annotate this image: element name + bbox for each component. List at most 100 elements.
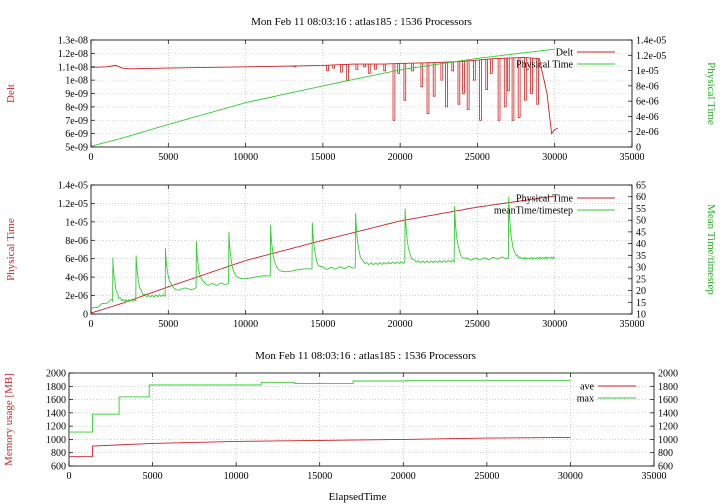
chart1-series-delt-dip <box>497 58 501 121</box>
chart1-series-delt-dip <box>383 64 387 72</box>
chart2-y-tick-label: 0 <box>83 310 88 321</box>
chart2-y2-tick-label: 60 <box>636 192 646 203</box>
chart3-series-ave <box>69 436 571 458</box>
chart3-y-tick-label: 800 <box>51 448 66 459</box>
chart3-plot-frame <box>68 372 655 467</box>
chart1-y2-tick-label: 1.4e-05 <box>636 36 666 47</box>
chart1-y2-tick-label: 1e-05 <box>636 66 659 77</box>
chart1-y2-axis-label: Physical Time <box>705 62 717 125</box>
chart2-y-tick-label: 1e-05 <box>65 217 88 228</box>
chart1-x-tick-label: 35000 <box>620 152 645 163</box>
chart2-y-tick-label: 2e-06 <box>65 291 88 302</box>
chart1-series-delt-dip <box>326 65 329 72</box>
chart2-y2-tick-label: 15 <box>636 298 646 309</box>
chart1-series-delt-dip <box>355 64 359 70</box>
chart2-y2-tick-label: 40 <box>636 239 646 250</box>
chart1-y2-tick-label: 8e-06 <box>636 81 659 92</box>
chart1-y-tick-label: 8e-09 <box>65 102 88 113</box>
chart3-y2-tick-label: 1200 <box>658 422 678 433</box>
chart2-y2-axis-label: Mean Time/timestep <box>705 204 717 295</box>
chart1-x-tick-label: 10000 <box>233 152 258 163</box>
chart1-series-delt-dip <box>462 61 465 94</box>
chart1-series-delt-dip <box>363 64 366 68</box>
chart2-plot-frame <box>90 184 633 315</box>
chart3-series-max <box>69 379 571 433</box>
chart1-y2-tick-label: 6e-06 <box>636 97 659 108</box>
chart3-y2-tick-label: 800 <box>658 448 673 459</box>
chart2-legend-label-1: meanTime/timestep <box>494 206 573 217</box>
chart3-x-axis-label: ElapsedTime <box>329 491 387 503</box>
chart2-x-tick-label: 5000 <box>158 319 178 330</box>
chart1-series-delt-dip <box>466 60 470 110</box>
chart3-x-tick-label: 25000 <box>474 471 499 482</box>
chart1-series-delt-dip <box>530 58 533 94</box>
chart3-y-tick-label: 2000 <box>46 369 66 380</box>
chart1-series-delt-dip <box>432 62 436 97</box>
chart3-title: Mon Feb 11 08:03:16 : atlas185 : 1536 Pr… <box>255 350 476 362</box>
chart1-y-tick-label: 9e-09 <box>65 89 88 100</box>
chart1-y-tick-label: 5e-09 <box>65 143 88 154</box>
chart1-series-delt-dip <box>332 64 336 69</box>
chart2-y-tick-label: 1.2e-05 <box>58 199 88 210</box>
chart1-series-delt-dip <box>472 60 476 81</box>
chart1-y-tick-label: 1e-08 <box>65 76 88 87</box>
chart2-x-tick-label: 10000 <box>233 319 258 330</box>
chart1-series-delt-dip <box>403 63 407 101</box>
chart3-y-tick-label: 1200 <box>46 422 66 433</box>
chart2-x-tick-label: 20000 <box>388 319 413 330</box>
chart3-x-tick-label: 20000 <box>391 471 416 482</box>
chart3-x-tick-label: 5000 <box>143 471 163 482</box>
chart3-y-tick-label: 1800 <box>46 382 66 393</box>
chart2-series-physical-time <box>91 195 555 314</box>
chart1-y-tick-label: 6e-09 <box>65 129 88 140</box>
chart1-series-delt <box>91 56 558 135</box>
chart2-x-tick-label: 30000 <box>542 319 567 330</box>
chart1-series-delt-dip <box>293 65 297 68</box>
chart3-y2-tick-label: 2000 <box>658 369 678 380</box>
chart1-series-delt-dip <box>340 64 343 73</box>
chart1-x-tick-label: 0 <box>89 152 94 163</box>
chart3-y-tick-label: 1400 <box>46 408 66 419</box>
chart2-y2-tick-label: 20 <box>636 286 646 297</box>
chart2-y-tick-label: 8e-06 <box>65 236 88 247</box>
chart3-legend-label-0: ave <box>580 382 594 393</box>
chart1-series-delt-dip <box>485 59 489 90</box>
chart1-series-delt-dip <box>392 63 396 121</box>
chart1-legend-label-1: Physical Time <box>516 60 574 71</box>
chart1-x-tick-label: 20000 <box>388 152 413 163</box>
chart1-y-axis-label: Delt <box>5 84 17 103</box>
chart3-y2-tick-label: 1400 <box>658 408 678 419</box>
chart2-x-tick-label: 35000 <box>620 319 645 330</box>
chart1-series-delt-dip <box>506 58 510 92</box>
chart1-series-delt-dip <box>411 63 414 72</box>
chart3-legend-label-1: max <box>577 394 594 405</box>
chart2-y2-tick-label: 65 <box>636 181 646 192</box>
chart1-series-delt-dip <box>397 63 400 74</box>
chart1-x-tick-label: 25000 <box>465 152 490 163</box>
chart1-series-delt-dip <box>536 58 539 105</box>
chart2-x-tick-label: 25000 <box>465 319 490 330</box>
chart3-x-tick-label: 10000 <box>224 471 249 482</box>
chart3-y2-tick-label: 1800 <box>658 382 678 393</box>
chart1-y-tick-label: 1.1e-08 <box>58 62 88 73</box>
chart1-x-tick-label: 15000 <box>310 152 335 163</box>
chart2-series-meantime-timestep <box>91 196 556 310</box>
chart3-y-tick-label: 1600 <box>46 395 66 406</box>
chart2-y2-tick-label: 45 <box>636 227 646 238</box>
chart2-y-tick-label: 6e-06 <box>65 254 88 265</box>
chart1-series-delt-dip <box>489 58 493 74</box>
chart2-y2-tick-label: 55 <box>636 204 646 215</box>
chart2-y2-tick-label: 25 <box>636 274 646 285</box>
chart1-y-tick-label: 1.3e-08 <box>58 36 88 47</box>
chart1-y2-tick-label: 0 <box>636 143 641 154</box>
chart1-series-delt-dip <box>524 57 527 101</box>
chart1-series-delt-dip <box>457 61 461 105</box>
chart1-y-tick-label: 1.2e-08 <box>58 49 88 60</box>
chart1-series-physical-time <box>91 48 555 147</box>
chart1-series-delt-dip <box>367 64 371 74</box>
chart2-y2-tick-label: 50 <box>636 216 646 227</box>
chart1-legend-label-0: Delt <box>556 48 573 59</box>
chart1-series-delt-dip <box>445 62 448 108</box>
